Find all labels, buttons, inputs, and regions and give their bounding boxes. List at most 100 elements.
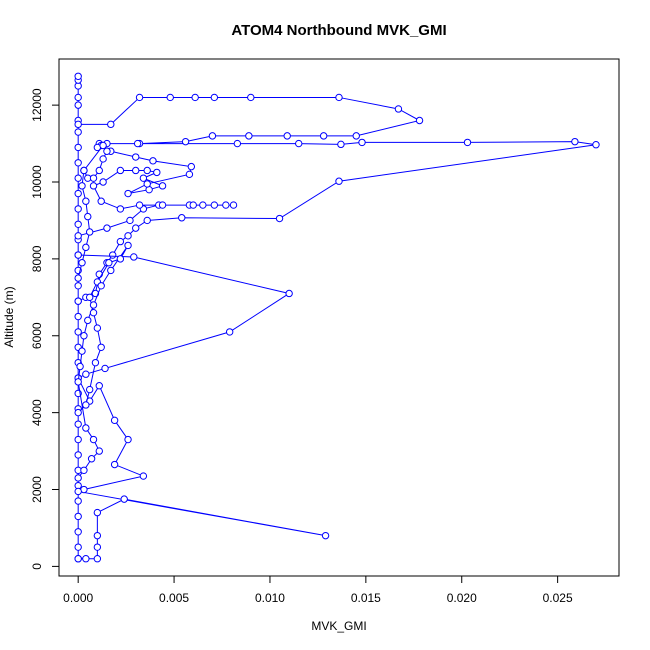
- x-axis-label: MVK_GMI: [311, 619, 366, 633]
- data-point: [78, 347, 86, 355]
- data-point: [80, 466, 88, 474]
- series-4: [74, 141, 111, 282]
- x-tick-label: 0.020: [447, 591, 477, 605]
- data-point: [110, 416, 119, 425]
- data-point: [91, 358, 100, 367]
- data-point: [78, 259, 86, 267]
- data-point: [135, 93, 144, 102]
- data-point: [74, 543, 82, 551]
- data-point: [178, 214, 186, 222]
- series-3: [74, 241, 132, 482]
- data-point: [89, 308, 98, 317]
- data-point: [116, 166, 125, 175]
- data-point: [233, 139, 242, 148]
- data-point: [74, 274, 82, 282]
- plot-frame: [58, 58, 620, 577]
- data-point: [135, 201, 144, 209]
- data-point: [105, 259, 113, 267]
- data-point: [124, 241, 132, 250]
- data-point: [139, 174, 148, 182]
- data-point: [93, 508, 102, 517]
- y-tick-label: 4000: [30, 399, 44, 426]
- data-point: [99, 155, 107, 163]
- data-point: [592, 141, 600, 149]
- data-point: [74, 420, 82, 428]
- series-2: [74, 141, 238, 240]
- series-line: [77, 144, 108, 279]
- data-point: [116, 205, 125, 213]
- data-point: [166, 93, 174, 102]
- data-point: [95, 166, 103, 175]
- data-point: [225, 328, 234, 336]
- data-point: [74, 487, 82, 496]
- data-point: [74, 328, 82, 336]
- data-point: [74, 72, 82, 80]
- data-point: [85, 228, 94, 236]
- x-tick-label: 0.025: [543, 591, 573, 605]
- series-1: [74, 251, 330, 563]
- data-point: [124, 189, 132, 198]
- data-point: [103, 147, 111, 155]
- data-point: [139, 472, 148, 480]
- data-point: [143, 180, 151, 188]
- data-point: [335, 177, 343, 185]
- data-point: [74, 528, 82, 536]
- x-axis: 0.000 0.005 0.010 0.015 0.020 0.025: [63, 575, 573, 605]
- data-point: [247, 93, 255, 102]
- data-point: [199, 201, 207, 209]
- data-point: [74, 251, 82, 259]
- data-point: [285, 289, 293, 298]
- data-point: [95, 447, 103, 455]
- data-point: [335, 93, 343, 102]
- y-tick-label: 10000: [30, 165, 44, 199]
- data-point: [158, 201, 167, 209]
- data-point: [74, 174, 82, 182]
- data-point: [74, 378, 82, 386]
- data-point: [97, 282, 105, 290]
- data-point: [337, 140, 345, 149]
- data-point: [132, 153, 140, 161]
- data-point: [99, 141, 107, 150]
- data-point: [74, 297, 82, 305]
- data-point: [120, 495, 128, 503]
- data-point: [222, 201, 230, 209]
- x-tick-label: 0.000: [63, 591, 93, 605]
- data-point: [74, 189, 82, 198]
- y-tick-label: 0: [30, 563, 44, 570]
- data-point: [133, 139, 142, 148]
- series-line: [77, 76, 597, 559]
- series-0: [74, 72, 600, 563]
- y-tick-label: 12000: [30, 88, 44, 122]
- data-point: [74, 408, 82, 417]
- x-tick-label: 0.005: [159, 591, 189, 605]
- data-point: [108, 251, 117, 259]
- data-point: [89, 301, 98, 309]
- data-point: [124, 232, 132, 240]
- y-tick-label: 8000: [30, 245, 44, 272]
- data-point: [210, 93, 219, 102]
- data-point: [295, 139, 303, 148]
- data-point: [143, 216, 151, 225]
- data-point: [74, 159, 82, 167]
- data-point: [74, 435, 82, 444]
- data-point: [74, 128, 82, 136]
- data-point: [89, 435, 98, 444]
- data-point: [93, 324, 102, 332]
- data-point: [93, 555, 102, 563]
- data-point: [132, 166, 140, 175]
- data-point: [283, 132, 291, 140]
- data-point: [208, 132, 217, 140]
- data-point: [158, 182, 167, 190]
- data-point: [107, 266, 115, 275]
- x-tick-label: 0.015: [351, 591, 381, 605]
- data-point: [415, 116, 424, 125]
- chart-title: ATOM4 Northbound MVK_GMI: [231, 22, 446, 39]
- data-point: [74, 312, 82, 321]
- data-point: [229, 201, 238, 209]
- data-point: [82, 555, 90, 563]
- data-point: [126, 216, 134, 225]
- y-axis: 0 2000 4000 6000 8000 10000 12000: [30, 88, 59, 570]
- data-point: [74, 93, 82, 102]
- data-point: [275, 214, 284, 223]
